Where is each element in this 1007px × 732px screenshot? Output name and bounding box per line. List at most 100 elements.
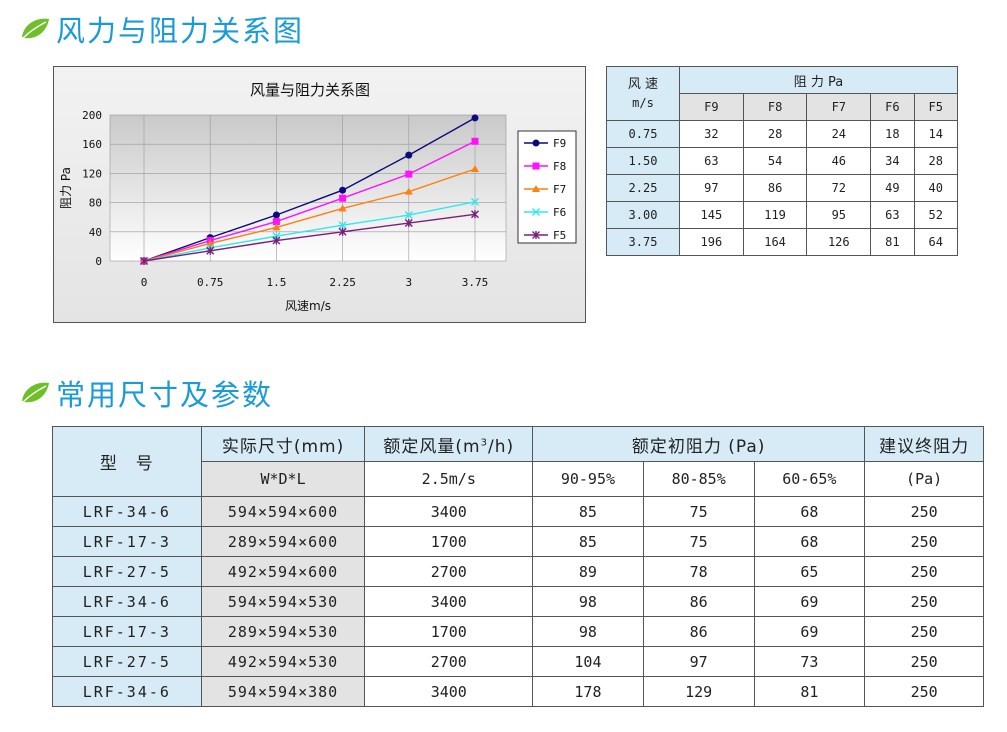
- speed-header: 风 速 m/s: [606, 66, 680, 121]
- value-cell: 63: [679, 147, 744, 175]
- speed-cell: 2.25: [606, 174, 680, 202]
- column-header: F8: [742, 93, 808, 121]
- data-point: [140, 257, 148, 265]
- x-tick-label: 2.25: [329, 276, 356, 289]
- leaf-icon: [21, 382, 49, 404]
- series-line: [143, 168, 476, 262]
- chart-title: 风量与阻力关系图: [250, 81, 370, 99]
- airflow-subheader: 2.5m/s: [364, 461, 534, 497]
- final-resist-cell: 250: [864, 586, 984, 617]
- eff-header-80: 80-85%: [642, 461, 755, 497]
- value-cell: 14: [913, 120, 959, 148]
- value-cell: 145: [679, 201, 744, 229]
- y-tick-label: 200: [82, 109, 102, 122]
- size-cell: 594×594×380: [200, 676, 366, 707]
- value-cell: 34: [870, 147, 915, 175]
- legend-label: F9: [553, 137, 566, 150]
- data-point: [405, 170, 413, 178]
- data-point: [338, 221, 347, 230]
- data-point: [404, 211, 413, 220]
- resistance-group-header: 阻 力 Pa: [679, 66, 958, 94]
- size-cell: 492×594×530: [200, 646, 366, 677]
- value-cell: 24: [806, 120, 872, 148]
- size-cell: 594×594×530: [200, 586, 366, 617]
- speed-header-label: 风 速: [627, 76, 659, 92]
- data-point: [206, 239, 215, 247]
- final-resist-subheader: (Pa): [864, 461, 984, 497]
- legend-box: [517, 130, 577, 244]
- x-axis-label: 风速m/s: [285, 299, 331, 313]
- eff-header-90: 90-95%: [532, 461, 644, 497]
- value-cell: 18: [870, 120, 915, 148]
- value-cell: 54: [742, 147, 808, 175]
- value-cell: 49: [870, 174, 915, 202]
- value-cell: 28: [913, 147, 959, 175]
- legend-marker: [532, 162, 540, 170]
- value-cell: 164: [742, 228, 808, 256]
- plot-area: [109, 114, 507, 262]
- table-row: LRF-17-3 289×594×600 1700 85 75 68 250: [52, 526, 984, 557]
- resist-cell: 68: [753, 496, 866, 527]
- table-row: LRF-34-6 594×594×600 3400 85 75 68 250: [52, 496, 984, 527]
- value-cell: 63: [870, 201, 915, 229]
- airflow-cell: 3400: [364, 496, 534, 527]
- value-cell: 97: [679, 174, 744, 202]
- size-header: 实际尺寸(mm): [200, 426, 366, 462]
- speed-cell: 0.75: [606, 120, 680, 148]
- final-resist-cell: 250: [864, 646, 984, 677]
- init-resist-header: 额定初阻力 (Pa): [532, 426, 866, 462]
- airflow-cell: 3400: [364, 586, 534, 617]
- legend-marker: [532, 208, 540, 216]
- table-row: LRF-27-5 492×594×530 2700 104 97 73 250: [52, 646, 984, 677]
- resistance-table: 风 速 m/s 阻 力 Pa F9 F8 F7 F6 F5 0.75 32 28 24 18 14…: [606, 66, 959, 256]
- x-tick-label: 0: [141, 276, 148, 289]
- data-point: [338, 227, 347, 236]
- y-tick-label: 80: [89, 197, 102, 210]
- data-point: [338, 204, 347, 212]
- resist-cell: 78: [642, 556, 755, 587]
- resist-cell: 65: [753, 556, 866, 587]
- table-row: 1.50 63 54 46 34 28: [606, 147, 959, 175]
- section-title-text: 风力与阻力关系图: [56, 14, 305, 48]
- value-cell: 46: [806, 147, 872, 175]
- x-tick-labels: 0 0.75 1.5 2.25 3 3.75: [141, 276, 489, 289]
- column-header: F6: [870, 93, 915, 121]
- legend-marker: [532, 185, 540, 192]
- value-cell: 81: [870, 228, 915, 256]
- legend-label: F5: [553, 229, 566, 242]
- column-header: F7: [806, 93, 872, 121]
- resist-cell: 86: [642, 616, 755, 647]
- table-row: LRF-17-3 289×594×530 1700 98 86 69 250: [52, 616, 984, 647]
- airflow-cell: 1700: [364, 616, 534, 647]
- chart-svg: 风量与阻力关系图 0 40 80 120 160 200 0 0.75 1.5 2.25 3 3.7…: [59, 81, 577, 313]
- data-point: [471, 137, 479, 145]
- speed-cell: 1.50: [606, 147, 680, 175]
- legend: F9 F8 F7 F6 F5: [524, 137, 566, 242]
- model-cell: LRF-34-6: [52, 586, 202, 617]
- size-subheader: W*D*L: [200, 461, 366, 497]
- data-point: [339, 194, 347, 202]
- resist-cell: 89: [532, 556, 644, 587]
- data-point: [206, 246, 215, 255]
- data-point: [405, 151, 413, 159]
- x-tick-label: 0.75: [197, 276, 224, 289]
- value-cell: 126: [806, 228, 872, 256]
- airflow-header: 额定风量(m3/h): [364, 426, 534, 462]
- value-cell: 196: [679, 228, 744, 256]
- model-cell: LRF-34-6: [52, 676, 202, 707]
- y-tick-label: 0: [95, 255, 102, 268]
- speed-cell: 3.00: [606, 201, 680, 229]
- leaf-icon: [21, 18, 49, 40]
- value-cell: 52: [913, 201, 959, 229]
- model-cell: LRF-27-5: [52, 556, 202, 587]
- airflow-cell: 2700: [364, 646, 534, 677]
- resist-cell: 73: [753, 646, 866, 677]
- model-header: 型 号: [52, 426, 202, 497]
- data-point: [272, 218, 280, 226]
- column-header: F9: [679, 93, 744, 121]
- speed-cell: 3.75: [606, 228, 680, 256]
- resist-cell: 75: [642, 526, 755, 557]
- resist-cell: 81: [753, 676, 866, 707]
- x-tick-label: 3.75: [462, 276, 489, 289]
- value-cell: 40: [913, 174, 959, 202]
